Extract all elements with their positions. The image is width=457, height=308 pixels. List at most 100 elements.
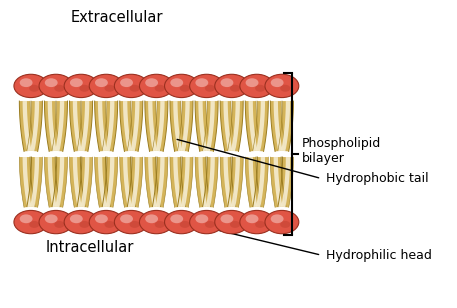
Circle shape (20, 78, 32, 87)
Polygon shape (278, 157, 293, 207)
Circle shape (255, 221, 265, 228)
Polygon shape (95, 101, 110, 152)
Circle shape (105, 221, 115, 228)
Circle shape (271, 78, 284, 87)
Polygon shape (256, 101, 265, 151)
Circle shape (271, 214, 284, 223)
Circle shape (145, 214, 158, 223)
Polygon shape (44, 101, 60, 152)
Circle shape (240, 74, 274, 98)
Polygon shape (173, 157, 182, 207)
Circle shape (95, 214, 108, 223)
Circle shape (114, 74, 148, 98)
Circle shape (180, 221, 190, 228)
Circle shape (280, 221, 290, 228)
Polygon shape (206, 157, 215, 207)
Polygon shape (131, 157, 139, 207)
Text: Phospholipid
bilayer: Phospholipid bilayer (302, 137, 382, 165)
Polygon shape (27, 157, 43, 207)
Polygon shape (281, 157, 290, 207)
Polygon shape (128, 101, 143, 152)
Polygon shape (148, 157, 157, 207)
Polygon shape (156, 101, 165, 151)
Polygon shape (123, 101, 132, 151)
Circle shape (80, 221, 90, 228)
Polygon shape (22, 101, 32, 151)
Polygon shape (231, 157, 240, 207)
Text: Intracellular: Intracellular (46, 240, 134, 255)
Circle shape (95, 78, 108, 87)
Polygon shape (256, 157, 265, 207)
Polygon shape (228, 157, 243, 207)
Circle shape (215, 210, 249, 234)
Polygon shape (77, 157, 93, 207)
Circle shape (89, 210, 123, 234)
Polygon shape (181, 157, 190, 207)
Circle shape (29, 85, 39, 92)
Circle shape (196, 78, 208, 87)
Polygon shape (198, 157, 207, 207)
Circle shape (230, 85, 240, 92)
Polygon shape (22, 157, 32, 207)
Polygon shape (223, 101, 233, 151)
Circle shape (170, 78, 183, 87)
Circle shape (154, 85, 165, 92)
Circle shape (154, 221, 165, 228)
Polygon shape (19, 157, 35, 207)
Polygon shape (220, 101, 236, 152)
Polygon shape (98, 157, 107, 207)
Polygon shape (156, 157, 165, 207)
Polygon shape (123, 157, 132, 207)
Polygon shape (19, 101, 35, 152)
Circle shape (180, 85, 190, 92)
Polygon shape (223, 157, 233, 207)
Polygon shape (145, 157, 160, 207)
Polygon shape (202, 101, 218, 152)
Circle shape (45, 78, 58, 87)
Circle shape (139, 74, 173, 98)
Circle shape (280, 85, 290, 92)
Polygon shape (145, 101, 160, 152)
Polygon shape (52, 101, 68, 152)
Polygon shape (106, 157, 114, 207)
Polygon shape (131, 101, 139, 151)
Circle shape (221, 214, 234, 223)
Polygon shape (106, 101, 114, 151)
Polygon shape (120, 101, 135, 152)
Polygon shape (98, 101, 107, 151)
Polygon shape (128, 157, 143, 207)
Polygon shape (195, 101, 211, 152)
Circle shape (190, 210, 223, 234)
Polygon shape (30, 101, 39, 151)
Circle shape (245, 78, 259, 87)
Circle shape (205, 221, 215, 228)
Circle shape (14, 210, 48, 234)
Polygon shape (73, 157, 82, 207)
Polygon shape (52, 157, 68, 207)
Circle shape (240, 210, 274, 234)
Polygon shape (274, 157, 282, 207)
Circle shape (145, 78, 158, 87)
Circle shape (45, 214, 58, 223)
Polygon shape (274, 101, 282, 151)
Circle shape (70, 78, 83, 87)
Text: Extracellular: Extracellular (70, 10, 163, 25)
Polygon shape (249, 101, 257, 151)
Circle shape (130, 85, 140, 92)
Polygon shape (170, 101, 186, 152)
Circle shape (139, 210, 173, 234)
Polygon shape (271, 101, 286, 152)
Polygon shape (228, 101, 243, 152)
Polygon shape (173, 101, 182, 151)
Circle shape (130, 221, 140, 228)
Polygon shape (73, 101, 82, 151)
Circle shape (230, 221, 240, 228)
Polygon shape (220, 157, 236, 207)
Polygon shape (245, 101, 260, 152)
Circle shape (70, 214, 83, 223)
Polygon shape (148, 101, 157, 151)
Circle shape (105, 85, 115, 92)
Circle shape (265, 210, 299, 234)
Polygon shape (153, 101, 168, 152)
Polygon shape (153, 157, 168, 207)
